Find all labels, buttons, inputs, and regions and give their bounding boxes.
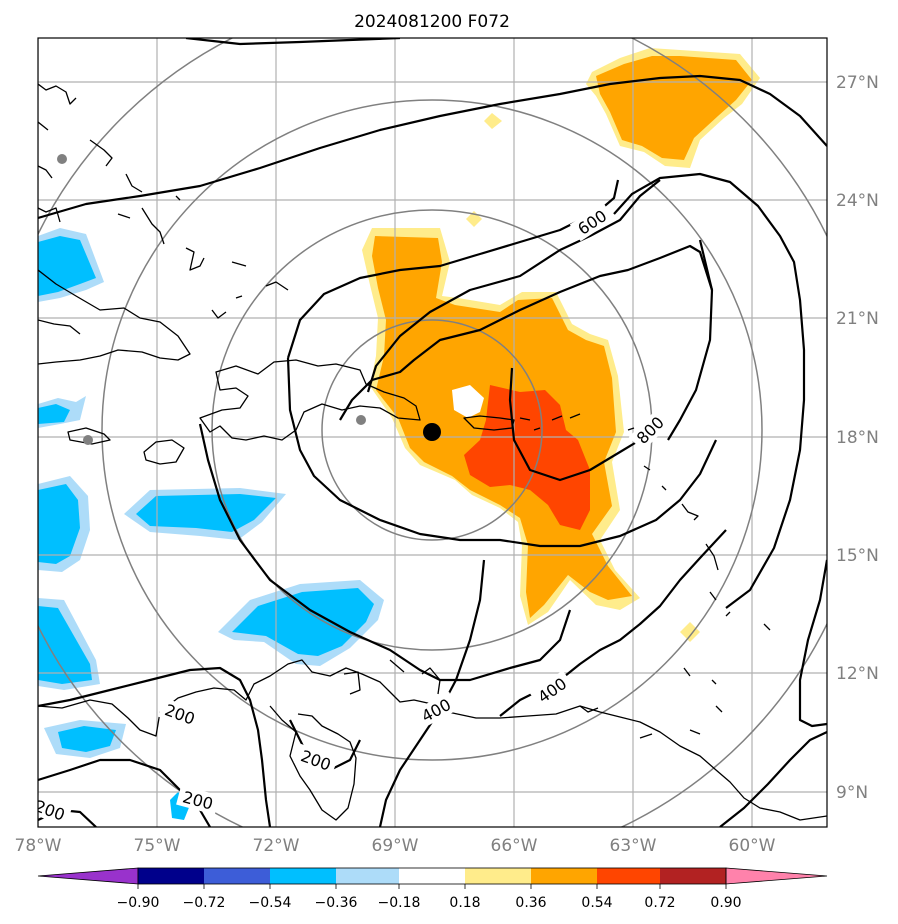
lat-label-18n: 18°N	[836, 428, 879, 448]
contour-600	[366, 179, 661, 393]
positive-shading	[362, 48, 760, 642]
shade-blue-s	[232, 588, 374, 656]
shade-blue-sw	[58, 726, 116, 752]
contour-label-bg-400b	[413, 691, 459, 729]
lon-label-75w: 75°W	[134, 836, 181, 856]
colorbar-segment-3	[270, 868, 336, 884]
colorbar-segment-1	[138, 868, 204, 884]
colorbar-segment-5	[399, 868, 465, 884]
contour-right-edge	[798, 559, 827, 728]
shade-blue-w4	[38, 606, 92, 684]
shade-blue-w3	[38, 484, 80, 564]
colorbar: −0.90 −0.72 −0.54 −0.36 −0.18 0.18 0.36 …	[37, 867, 828, 911]
colorbar-segment-9	[660, 868, 726, 884]
contour-label-bg-200d	[38, 793, 73, 827]
map-plot-area: 600 800 400 400 200 200 200 200	[38, 38, 827, 827]
shade-small-1	[484, 113, 502, 129]
coast-florida-bahamas	[38, 83, 77, 223]
colorbar-extend-low	[37, 867, 139, 885]
markers	[57, 154, 441, 445]
contour-label-bg-200c	[176, 785, 220, 815]
colorbar-outline	[137, 867, 727, 885]
lat-label-15n: 15°N	[836, 546, 879, 566]
coast-central-islands	[143, 439, 185, 465]
lon-labels: 78°W 75°W 72°W 69°W 66°W 63°W 60°W	[15, 836, 776, 856]
lat-label-12n: 12°N	[836, 664, 879, 684]
contour-200-a	[38, 666, 272, 827]
shade-white-hole	[452, 385, 484, 418]
colorbar-extend-high	[725, 867, 828, 885]
shade-blue-mid	[136, 494, 276, 532]
colorbar-label-8: 0.54	[581, 895, 612, 911]
contour-label-bg-800	[628, 408, 672, 452]
contours	[38, 38, 827, 827]
lat-label-21n: 21°N	[836, 309, 879, 329]
colorbar-segment-7	[531, 868, 597, 884]
lon-label-69w: 69°W	[372, 836, 419, 856]
contour-800-inner	[339, 244, 714, 482]
negative-shading	[38, 228, 384, 820]
colorbar-label-5: −0.18	[378, 895, 421, 911]
colorbar-label-2: −0.72	[183, 895, 226, 911]
city-marker-2	[83, 435, 93, 445]
colorbar-label-10: 0.90	[710, 895, 741, 911]
city-marker-1	[57, 154, 67, 164]
lat-labels: 27°N 24°N 21°N 18°N 15°N 12°N 9°N	[836, 73, 879, 803]
coast-cuba	[38, 269, 191, 365]
colorbar-label-7: 0.36	[515, 895, 546, 911]
colorbar-label-4: −0.36	[315, 895, 358, 911]
contour-1000	[38, 74, 827, 220]
city-marker-3	[356, 415, 366, 425]
contour-label-bg-200b	[293, 743, 339, 777]
shade-red-core	[464, 385, 590, 530]
shade-blue-w2	[38, 404, 70, 424]
lat-label-27n: 27°N	[836, 73, 879, 93]
colorbar-segment-4	[336, 868, 399, 884]
range-ring-3	[101, 99, 763, 761]
coast-hispaniola	[199, 359, 421, 441]
colorbar-label-6: 0.18	[449, 895, 480, 911]
lat-label-24n: 24°N	[836, 191, 879, 211]
lon-label-66w: 66°W	[491, 836, 538, 856]
lon-label-63w: 63°W	[610, 836, 657, 856]
contour-label-bg-600	[569, 202, 615, 242]
map-frame	[37, 37, 828, 828]
contour-label-bg-400a	[529, 670, 575, 710]
colorbar-segment-2	[204, 868, 270, 884]
coast-jamaica	[67, 427, 111, 445]
lon-label-60w: 60°W	[729, 836, 776, 856]
colorbar-segment-8	[597, 868, 660, 884]
storm-center-marker	[423, 423, 441, 441]
coastlines	[38, 83, 827, 821]
graticule	[38, 38, 827, 827]
colorbar-ticks	[137, 884, 727, 889]
lon-label-72w: 72°W	[253, 836, 300, 856]
coast-bahamas-islands	[89, 139, 289, 319]
colorbar-label-9: 0.72	[644, 895, 675, 911]
lon-label-78w: 78°W	[15, 836, 62, 856]
range-ring-1	[321, 319, 543, 541]
figure-title: 2024081200 F072	[354, 12, 510, 32]
lat-label-9n: 9°N	[836, 783, 868, 803]
colorbar-segment-6	[465, 868, 531, 884]
contour-top	[185, 38, 401, 46]
contour-label-bg-200a	[157, 697, 203, 731]
shade-small-3	[680, 622, 700, 642]
colorbar-label-3: −0.54	[249, 895, 292, 911]
coast-south-islands	[343, 659, 723, 739]
colorbar-label-1: −0.90	[117, 895, 160, 911]
contour-400-right	[719, 731, 827, 827]
